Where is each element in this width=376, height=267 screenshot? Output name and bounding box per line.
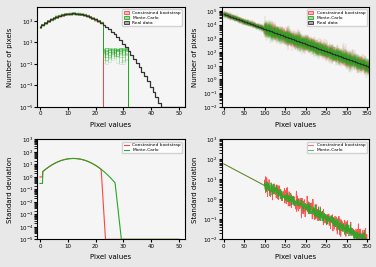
Constrained bootstrap bbox=[105, 238, 110, 241]
Constrained bootstrap bbox=[221, 162, 226, 166]
Constrained bootstrap bbox=[256, 181, 261, 184]
Constrained bootstrap bbox=[267, 178, 271, 181]
Constrained bootstrap bbox=[355, 238, 360, 241]
Monte-Carlo bbox=[119, 238, 124, 241]
Constrained bootstrap bbox=[333, 219, 338, 222]
Constrained bootstrap bbox=[152, 238, 157, 241]
Constrained bootstrap bbox=[350, 234, 355, 237]
Monte-Carlo bbox=[113, 185, 118, 188]
Y-axis label: Number of pixels: Number of pixels bbox=[191, 27, 197, 87]
Monte-Carlo bbox=[71, 157, 76, 160]
Monte-Carlo bbox=[121, 238, 126, 241]
Monte-Carlo bbox=[350, 231, 355, 234]
Legend: Constrained bootstrap, Monte-Carlo, Real data: Constrained bootstrap, Monte-Carlo, Real… bbox=[122, 9, 182, 26]
Monte-Carlo bbox=[333, 222, 338, 226]
Monte-Carlo bbox=[256, 181, 261, 184]
Monte-Carlo bbox=[315, 215, 320, 218]
Monte-Carlo bbox=[38, 182, 42, 185]
Legend: Constrained bootstrap, Monte-Carlo: Constrained bootstrap, Monte-Carlo bbox=[122, 142, 182, 154]
Line: Monte-Carlo: Monte-Carlo bbox=[40, 158, 179, 239]
Line: Constrained bootstrap: Constrained bootstrap bbox=[40, 158, 179, 239]
Y-axis label: Standard deviation: Standard deviation bbox=[7, 156, 13, 223]
Y-axis label: Number of pixels: Number of pixels bbox=[7, 27, 13, 87]
Monte-Carlo bbox=[262, 184, 266, 187]
Legend: Constrained bootstrap, Monte-Carlo: Constrained bootstrap, Monte-Carlo bbox=[307, 142, 367, 154]
Monte-Carlo bbox=[105, 173, 109, 176]
Monte-Carlo bbox=[152, 238, 157, 241]
Constrained bootstrap bbox=[121, 238, 126, 241]
Constrained bootstrap bbox=[103, 238, 108, 241]
Line: Constrained bootstrap: Constrained bootstrap bbox=[224, 164, 367, 239]
Constrained bootstrap bbox=[177, 238, 181, 241]
Line: Monte-Carlo: Monte-Carlo bbox=[224, 164, 367, 239]
Monte-Carlo bbox=[267, 189, 271, 192]
X-axis label: Pixel values: Pixel values bbox=[275, 121, 316, 128]
Legend: Constrained bootstrap, Monte-Carlo, Real data: Constrained bootstrap, Monte-Carlo, Real… bbox=[307, 9, 367, 26]
Constrained bootstrap bbox=[365, 233, 369, 237]
Monte-Carlo bbox=[352, 238, 356, 241]
Constrained bootstrap bbox=[38, 175, 42, 179]
Constrained bootstrap bbox=[315, 217, 320, 220]
X-axis label: Pixel values: Pixel values bbox=[275, 254, 316, 260]
X-axis label: Pixel values: Pixel values bbox=[90, 121, 132, 128]
Monte-Carlo bbox=[365, 238, 369, 241]
Y-axis label: Standard deviation: Standard deviation bbox=[191, 156, 197, 223]
Constrained bootstrap bbox=[104, 238, 109, 241]
X-axis label: Pixel values: Pixel values bbox=[90, 254, 132, 260]
Monte-Carlo bbox=[174, 238, 179, 241]
Constrained bootstrap bbox=[114, 238, 118, 241]
Monte-Carlo bbox=[221, 162, 226, 166]
Constrained bootstrap bbox=[262, 184, 266, 187]
Monte-Carlo bbox=[104, 172, 109, 175]
Monte-Carlo bbox=[177, 238, 181, 241]
Constrained bootstrap bbox=[71, 157, 76, 160]
Constrained bootstrap bbox=[174, 238, 179, 241]
